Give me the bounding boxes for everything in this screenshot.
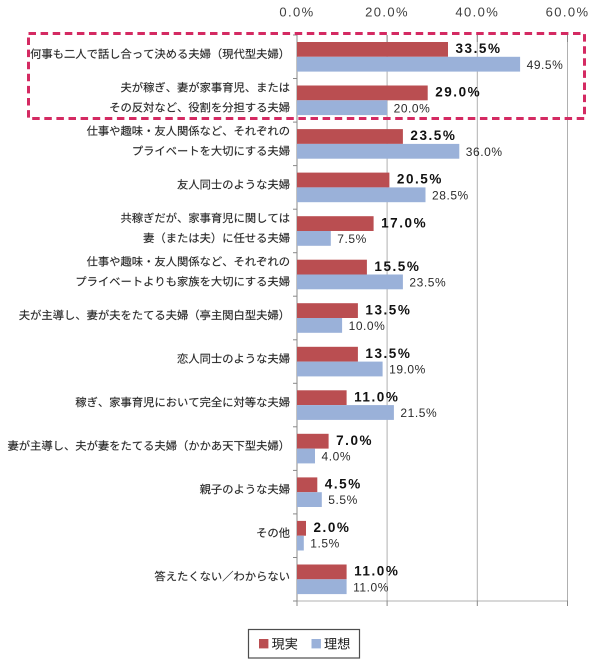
svg-text:40.0%: 40.0% xyxy=(455,5,499,20)
svg-text:0.0%: 0.0% xyxy=(279,5,314,20)
svg-text:4.0%: 4.0% xyxy=(322,450,352,464)
svg-text:36.0%: 36.0% xyxy=(466,145,503,159)
svg-text:11.0%: 11.0% xyxy=(354,389,399,404)
svg-text:49.5%: 49.5% xyxy=(527,58,564,72)
svg-text:11.0%: 11.0% xyxy=(354,564,399,579)
svg-text:7.0%: 7.0% xyxy=(336,433,373,448)
svg-text:13.5%: 13.5% xyxy=(365,346,411,361)
svg-text:2.0%: 2.0% xyxy=(314,520,351,535)
svg-text:29.0%: 29.0% xyxy=(435,85,481,100)
svg-text:7.5%: 7.5% xyxy=(337,232,367,246)
svg-text:19.0%: 19.0% xyxy=(389,363,426,377)
svg-text:33.5%: 33.5% xyxy=(456,41,502,56)
svg-text:23.5%: 23.5% xyxy=(409,276,446,290)
svg-text:60.0%: 60.0% xyxy=(546,5,590,20)
svg-text:21.5%: 21.5% xyxy=(400,406,437,420)
svg-text:28.5%: 28.5% xyxy=(432,188,469,202)
svg-text:5.5%: 5.5% xyxy=(328,493,358,507)
svg-text:15.5%: 15.5% xyxy=(374,259,420,274)
svg-text:4.5%: 4.5% xyxy=(325,477,362,492)
svg-text:20.0%: 20.0% xyxy=(365,5,409,20)
svg-text:17.0%: 17.0% xyxy=(381,215,427,230)
svg-text:13.5%: 13.5% xyxy=(365,302,411,317)
svg-text:11.0%: 11.0% xyxy=(353,580,389,594)
svg-text:23.5%: 23.5% xyxy=(410,128,456,143)
svg-text:1.5%: 1.5% xyxy=(310,537,340,551)
svg-text:20.0%: 20.0% xyxy=(394,101,431,115)
svg-text:20.5%: 20.5% xyxy=(397,172,443,187)
svg-text:10.0%: 10.0% xyxy=(349,319,386,333)
